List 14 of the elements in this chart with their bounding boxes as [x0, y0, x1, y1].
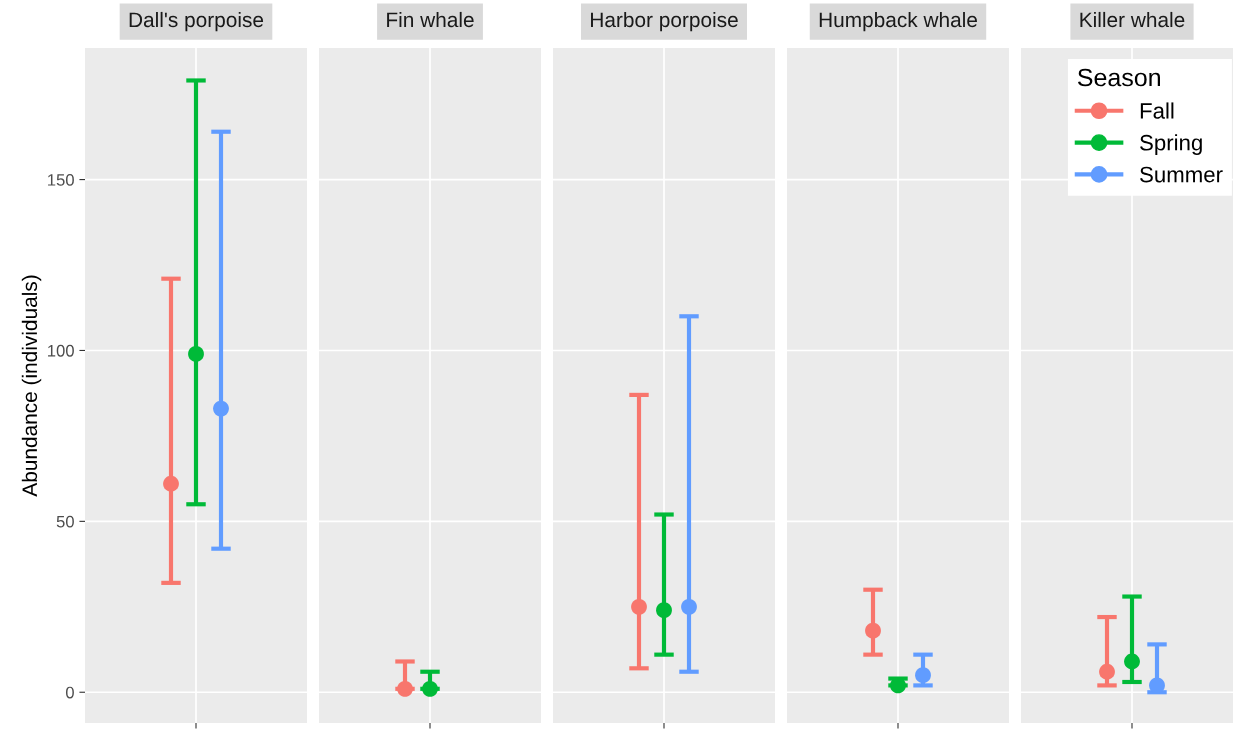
y-tick-label: 0 — [65, 686, 74, 699]
x-tick-label: Fin whale — [387, 11, 474, 28]
y-tick-label: 150 — [48, 173, 74, 186]
y-tick-label: 100 — [48, 344, 74, 357]
y-axis-title: Abundance (individuals) — [21, 275, 42, 497]
x-tick-label: Dall's porpoise — [129, 11, 264, 32]
legend-title: Season — [1077, 68, 1160, 87]
legend-label: Summer — [1140, 166, 1223, 183]
legend-label: Fall — [1140, 102, 1174, 119]
x-tick-label: Harbor porpoise — [591, 11, 738, 32]
y-tick-label: 50 — [56, 515, 74, 528]
x-tick-label: Humpback whale — [819, 11, 977, 32]
legend-label: Spring — [1140, 134, 1202, 155]
x-tick-label: Killer whale — [1080, 11, 1185, 28]
